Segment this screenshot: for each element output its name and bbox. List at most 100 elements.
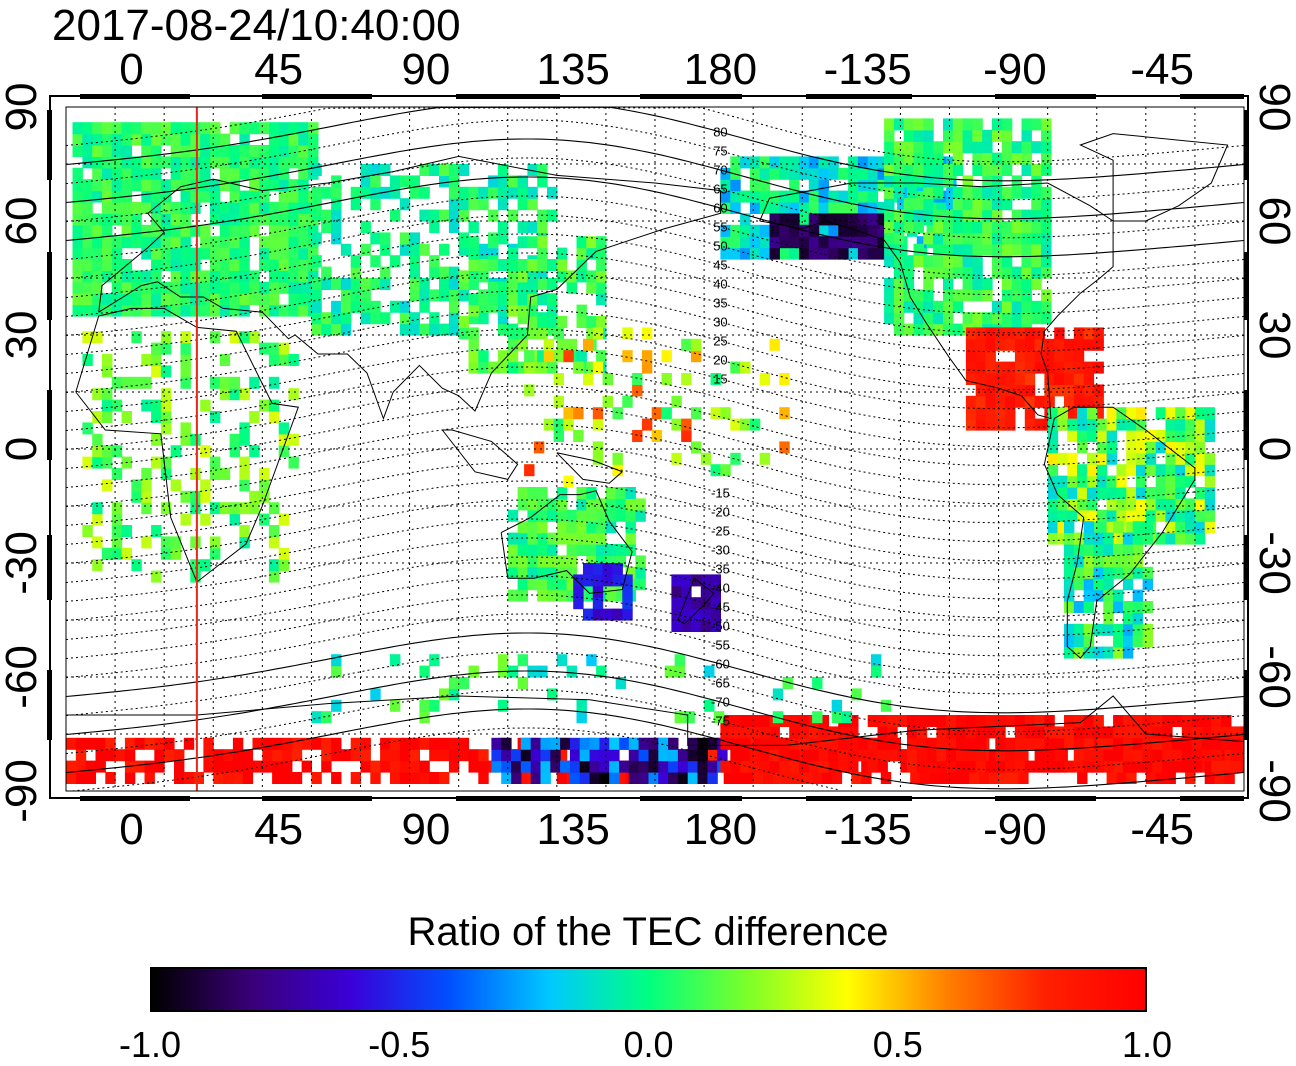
- tec-ratio-cell: [1011, 278, 1023, 290]
- tec-ratio-cell: [288, 236, 299, 249]
- tec-ratio-cell: [638, 760, 649, 773]
- tec-ratio-cell: [1031, 209, 1042, 222]
- tec-ratio-cell: [239, 190, 250, 203]
- tec-ratio-cell: [66, 760, 77, 773]
- tec-ratio-cell: [141, 399, 152, 412]
- tec-ratio-cell: [321, 266, 332, 279]
- tec-ratio-cell: [1073, 338, 1085, 351]
- tec-ratio-cell: [350, 772, 362, 784]
- tec-ratio-cell: [808, 726, 820, 739]
- tec-ratio-cell: [268, 342, 280, 355]
- tec-ratio-cell: [1021, 152, 1032, 165]
- tec-ratio-cell: [370, 772, 381, 784]
- tec-ratio-cell: [818, 202, 829, 214]
- tec-ratio-cell: [566, 270, 577, 283]
- tec-ratio-cell: [340, 312, 352, 325]
- tec-ratio-cell: [1014, 715, 1026, 727]
- magnetic-latitude-label: 15: [713, 371, 728, 387]
- tec-ratio-cell: [210, 376, 221, 389]
- tec-ratio-cell: [789, 156, 800, 169]
- tec-ratio-cell: [893, 312, 905, 325]
- tec-ratio-cell: [111, 281, 123, 294]
- tec-ratio-cell: [478, 361, 489, 374]
- tec-ratio-cell: [1122, 555, 1134, 568]
- tec-ratio-cell: [278, 224, 290, 237]
- tec-ratio-cell: [887, 726, 898, 739]
- tec-ratio-cell: [268, 376, 280, 389]
- tec-ratio-cell: [1103, 749, 1114, 762]
- tec-ratio-cell: [992, 221, 1003, 233]
- tec-ratio-cell: [200, 513, 211, 526]
- tec-ratio-cell: [923, 186, 934, 199]
- tec-ratio-cell: [1103, 544, 1114, 556]
- tec-ratio-cell: [131, 179, 142, 192]
- tec-ratio-cell: [409, 312, 420, 325]
- tec-ratio-cell: [111, 179, 123, 192]
- tec-ratio-cell: [111, 167, 123, 180]
- tec-ratio-cell: [936, 749, 947, 762]
- tec-ratio-cell: [1001, 141, 1013, 154]
- tec-ratio-cell: [537, 498, 548, 511]
- tec-ratio-cell: [982, 164, 993, 176]
- tec-ratio-cell: [331, 772, 342, 784]
- tec-ratio-cell: [867, 213, 879, 226]
- tec-ratio-cell: [527, 304, 538, 317]
- tec-ratio-cell: [962, 129, 973, 142]
- tec-ratio-cell: [239, 213, 250, 226]
- tec-ratio-cell: [321, 209, 332, 222]
- tec-ratio-cell: [681, 608, 692, 621]
- tec-ratio-cell: [916, 190, 928, 203]
- frame-bar-right: [1244, 670, 1249, 740]
- tec-ratio-cell: [1126, 464, 1137, 477]
- tec-ratio-cell: [583, 574, 594, 587]
- lon-tick-top: 0: [119, 45, 144, 94]
- tec-ratio-cell: [180, 224, 191, 237]
- tec-ratio-cell: [311, 186, 322, 199]
- lon-tick-top: -45: [1130, 45, 1194, 94]
- tec-ratio-cell: [759, 224, 771, 237]
- tec-ratio-cell: [586, 247, 597, 260]
- tec-ratio-cell: [1021, 300, 1032, 313]
- tec-ratio-cell: [1201, 715, 1212, 727]
- tec-ratio-cell: [298, 122, 309, 135]
- tec-ratio-cell: [288, 247, 299, 260]
- tec-ratio-cell: [1014, 350, 1026, 363]
- tec-ratio-cell: [340, 278, 352, 290]
- tec-ratio-cell: [160, 236, 172, 249]
- tec-ratio-cell: [1083, 737, 1095, 750]
- tec-ratio-cell: [527, 236, 538, 249]
- timestamp-title: 2017-08-24/10:40:00: [52, 1, 461, 50]
- tec-ratio-cell: [1024, 715, 1036, 727]
- tec-ratio-cell: [861, 760, 872, 773]
- tec-ratio-cell: [1031, 278, 1042, 290]
- tec-ratio-cell: [439, 289, 450, 302]
- tec-ratio-cell: [92, 513, 103, 526]
- tec-ratio-cell: [687, 737, 699, 750]
- tec-ratio-cell: [1073, 566, 1085, 579]
- tec-ratio-cell: [160, 422, 172, 435]
- tec-ratio-cell: [1191, 749, 1202, 762]
- tec-ratio-cell: [111, 293, 123, 306]
- tec-ratio-cell: [933, 312, 944, 325]
- magnetic-latitude-label: -50: [711, 618, 730, 634]
- tec-ratio-cell: [619, 760, 630, 773]
- tec-ratio-cell: [638, 737, 649, 750]
- tec-ratio-cell: [547, 316, 558, 328]
- tec-ratio-cell: [933, 186, 944, 199]
- tec-ratio-cell: [1155, 475, 1167, 488]
- tec-ratio-cell: [210, 304, 221, 317]
- tec-ratio-cell: [507, 509, 519, 522]
- tec-ratio-cell: [1001, 221, 1013, 233]
- tec-ratio-cell: [160, 156, 172, 169]
- tec-ratio-cell: [1093, 555, 1104, 568]
- tec-ratio-cell: [658, 772, 669, 784]
- tec-ratio-cell: [1041, 232, 1052, 245]
- tec-ratio-cell: [566, 555, 577, 568]
- tec-ratio-cell: [131, 490, 142, 503]
- tec-ratio-cell: [268, 247, 280, 260]
- tec-ratio-cell: [1064, 646, 1075, 659]
- tec-ratio-cell: [700, 585, 712, 598]
- tec-ratio-cell: [569, 772, 581, 784]
- tec-ratio-cell: [838, 213, 849, 226]
- tec-ratio-cell: [965, 749, 977, 762]
